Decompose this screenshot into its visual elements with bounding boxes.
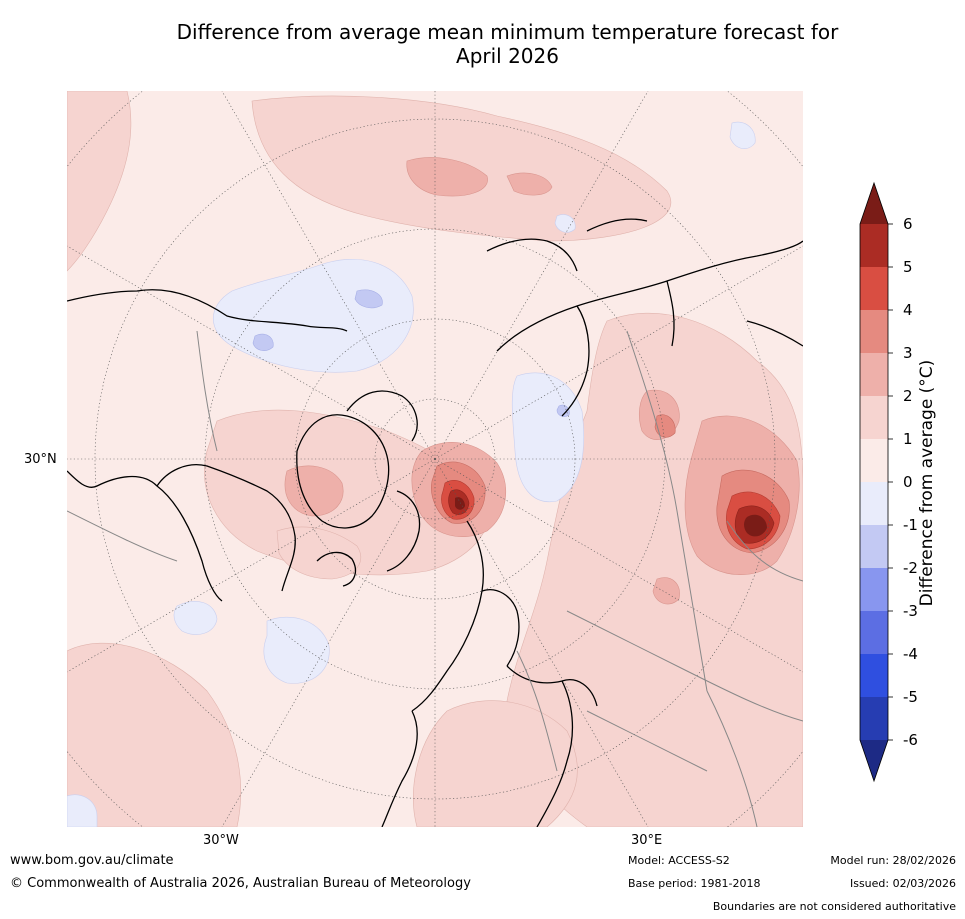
colorbar-tick-label: 2 — [903, 387, 913, 405]
model-text: Model: ACCESS-S2 — [628, 854, 730, 867]
website-url[interactable]: www.bom.gov.au/climate — [10, 853, 174, 868]
colorbar-segment — [860, 353, 888, 396]
colorbar — [859, 181, 893, 783]
forecast-map[interactable] — [67, 91, 803, 827]
graticule-lines — [67, 91, 803, 827]
colorbar-tick-label: 1 — [903, 430, 913, 448]
colorbar-tick-label: 6 — [903, 215, 913, 233]
colorbar-tick-label: 4 — [903, 301, 913, 319]
colorbar-title: Difference from average (°C) — [917, 359, 937, 607]
disclaimer-text: Boundaries are not considered authoritat… — [712, 900, 956, 913]
colorbar-tick-label: -3 — [903, 602, 918, 620]
colorbar-tick-label: -2 — [903, 559, 918, 577]
colorbar-tick-label: 0 — [903, 473, 913, 491]
colorbar-segment — [860, 525, 888, 568]
latitude-label-30n: 30°N — [24, 452, 57, 467]
colorbar-segment — [860, 611, 888, 654]
colorbar-extend-top — [860, 183, 888, 224]
colorbar-tick-label: 5 — [903, 258, 913, 276]
colorbar-tick-label: 3 — [903, 344, 913, 362]
chart-title: Difference from average mean minimum tem… — [50, 20, 965, 68]
copyright-text: © Commonwealth of Australia 2026, Austra… — [10, 876, 471, 891]
colorbar-segment — [860, 697, 888, 740]
colorbar-tick-label: -6 — [903, 731, 918, 749]
colorbar-segment — [860, 439, 888, 482]
colorbar-segment — [860, 568, 888, 611]
colorbar-segment — [860, 482, 888, 525]
country-boundaries — [67, 330, 803, 827]
longitude-label-30w: 30°W — [203, 833, 239, 848]
colorbar-segment — [860, 310, 888, 353]
title-line-2: April 2026 — [456, 44, 559, 68]
colorbar-tick-label: -5 — [903, 688, 918, 706]
longitude-label-30e: 30°E — [631, 833, 663, 848]
colorbar-segment — [860, 654, 888, 697]
colorbar-tick-label: -4 — [903, 645, 918, 663]
colorbar-segment — [860, 396, 888, 439]
model-run-text: Model run: 28/02/2026 — [830, 854, 956, 867]
colorbar-segment — [860, 267, 888, 310]
colorbar-extend-bottom — [860, 740, 888, 781]
colorbar-segment — [860, 224, 888, 267]
colorbar-tick-label: -1 — [903, 516, 918, 534]
title-line-1: Difference from average mean minimum tem… — [176, 20, 839, 44]
coastlines — [67, 218, 803, 827]
issued-text: Issued: 02/03/2026 — [849, 877, 956, 890]
base-period-text: Base period: 1981-2018 — [628, 877, 761, 890]
